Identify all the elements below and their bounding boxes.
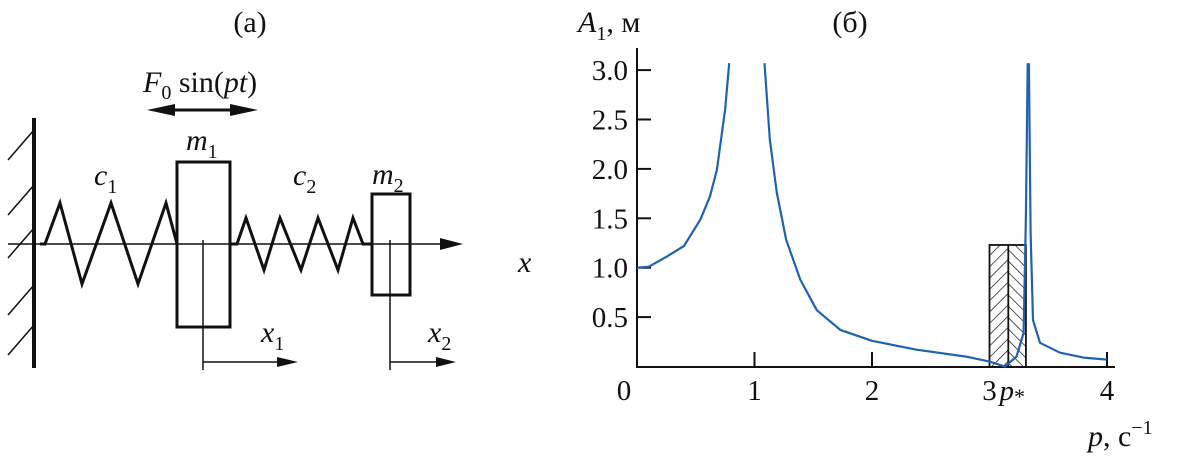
y-tick-label: 0.5	[592, 302, 628, 334]
spring-c2-label: c2	[293, 159, 316, 198]
x-tick-label: 1	[747, 375, 762, 407]
p-star-label: p*	[998, 375, 1026, 409]
panel-a-label: (a)	[233, 6, 266, 39]
y-axis-title: A1, м	[576, 6, 640, 45]
panel-b-chart: (б) A1, м p, с−1 0.5 1.0 1.5 2.0 2.5 3.0 0 1 2 3 4…	[576, 6, 1153, 453]
spring-c1-label: c1	[94, 159, 117, 198]
displacement-x2-arrow	[389, 240, 456, 370]
amplitude-curve-segment	[1027, 63, 1108, 361]
mass-m2	[370, 192, 412, 297]
x-tick-label: 2	[865, 375, 880, 407]
mass-m1-label: m1	[186, 124, 218, 163]
x-tick-label: 0	[617, 375, 632, 407]
x-axis-label: x	[517, 246, 532, 279]
y-tick-label: 1.5	[592, 203, 628, 235]
chart-title: (б)	[832, 6, 867, 39]
hatched-region-left	[989, 244, 1009, 367]
x-tick-label: 4	[1100, 375, 1115, 407]
y-tick-label: 1.0	[592, 253, 628, 285]
displacement-x1-arrow	[202, 240, 298, 370]
x1-label: x1	[260, 316, 284, 355]
y-tick-label: 3.0	[592, 55, 628, 87]
y-tick-label: 2.5	[592, 105, 628, 137]
amplitude-curve-segment	[763, 63, 1029, 368]
wall	[7, 118, 36, 368]
amplitude-curve-segment	[636, 63, 731, 269]
mass-m2-label: m2	[372, 158, 404, 197]
panel-a-diagram: (a) x	[7, 6, 532, 370]
force-arrow	[147, 104, 258, 116]
force-label: F0 sin(pt)	[142, 66, 257, 104]
x-tick-label: 3	[982, 375, 997, 407]
x-axis-title: p, с−1	[1086, 417, 1153, 453]
spring-c1	[40, 197, 179, 289]
y-tick-label: 2.0	[592, 154, 628, 186]
x2-label: x2	[427, 316, 451, 355]
spring-c2	[230, 213, 372, 275]
